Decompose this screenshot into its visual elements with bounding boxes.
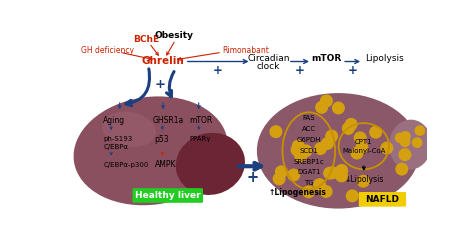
Circle shape [396, 163, 408, 175]
Text: NAFLD: NAFLD [365, 195, 400, 204]
Text: clock: clock [257, 62, 280, 71]
Text: GH deficiency: GH deficiency [81, 46, 134, 55]
Text: ↓Lipolysis: ↓Lipolysis [344, 175, 383, 184]
Circle shape [320, 186, 332, 197]
Text: BChE: BChE [133, 35, 159, 44]
Circle shape [336, 170, 347, 182]
Text: C/EBPα-p300: C/EBPα-p300 [103, 162, 149, 168]
Text: PPARγ: PPARγ [190, 136, 211, 142]
Circle shape [291, 144, 303, 156]
Text: Obesity: Obesity [155, 31, 193, 40]
Ellipse shape [73, 96, 228, 205]
Circle shape [316, 102, 328, 113]
Circle shape [346, 190, 358, 202]
Circle shape [320, 95, 332, 107]
Circle shape [356, 142, 368, 153]
Circle shape [303, 186, 315, 198]
Text: SREBP1c: SREBP1c [293, 159, 324, 165]
Text: C/EBPα: C/EBPα [103, 144, 128, 150]
Circle shape [370, 126, 382, 138]
Circle shape [401, 132, 410, 141]
Text: ACC: ACC [302, 126, 316, 132]
Text: +: + [246, 170, 258, 185]
Text: Healthy liver: Healthy liver [135, 191, 201, 200]
Circle shape [395, 133, 405, 142]
Circle shape [324, 167, 336, 179]
Circle shape [333, 102, 344, 114]
Text: SCD1: SCD1 [300, 148, 318, 154]
Circle shape [288, 169, 300, 181]
Text: GHSR1a: GHSR1a [152, 115, 183, 124]
Circle shape [326, 130, 337, 142]
Circle shape [401, 137, 410, 147]
Text: FAS: FAS [302, 115, 315, 122]
Circle shape [292, 140, 304, 152]
Circle shape [273, 173, 285, 185]
Text: ph-S193: ph-S193 [103, 136, 133, 142]
Circle shape [314, 179, 325, 191]
Ellipse shape [102, 112, 156, 147]
Text: AMPK: AMPK [155, 160, 176, 169]
Text: Rimonabant: Rimonabant [222, 46, 269, 55]
Circle shape [321, 138, 333, 149]
Circle shape [381, 142, 392, 154]
Text: mTOR: mTOR [311, 54, 342, 63]
Circle shape [355, 132, 366, 144]
Circle shape [415, 126, 425, 135]
Circle shape [357, 175, 369, 187]
Text: Ghrelin: Ghrelin [142, 57, 184, 67]
Text: G6PDH: G6PDH [297, 137, 321, 143]
Text: Malonyl-CoA: Malonyl-CoA [342, 148, 385, 154]
Ellipse shape [257, 93, 419, 208]
Circle shape [399, 149, 411, 160]
Circle shape [346, 119, 357, 130]
Circle shape [315, 143, 326, 154]
Text: Circadian: Circadian [247, 54, 290, 63]
Text: p53: p53 [155, 135, 169, 144]
Circle shape [300, 145, 312, 156]
Ellipse shape [176, 133, 245, 195]
Ellipse shape [389, 120, 432, 170]
Text: DGAT1: DGAT1 [297, 169, 320, 175]
Text: Lipolysis: Lipolysis [365, 54, 404, 63]
Text: +: + [213, 64, 223, 77]
Text: +: + [155, 78, 165, 91]
FancyBboxPatch shape [359, 192, 406, 207]
FancyBboxPatch shape [133, 188, 203, 203]
Text: TG: TG [304, 180, 314, 186]
Text: Aging: Aging [103, 115, 126, 124]
Circle shape [336, 165, 347, 176]
Circle shape [412, 138, 422, 147]
Text: +: + [347, 64, 357, 77]
Text: +: + [294, 64, 304, 77]
Circle shape [295, 150, 306, 161]
Text: CPT1: CPT1 [355, 139, 373, 145]
Circle shape [351, 147, 363, 159]
Circle shape [275, 166, 287, 178]
Circle shape [270, 126, 282, 138]
Circle shape [343, 123, 354, 134]
Text: mTOR: mTOR [190, 115, 213, 124]
Circle shape [327, 167, 338, 179]
Text: ↑Lipogenesis: ↑Lipogenesis [268, 188, 326, 197]
